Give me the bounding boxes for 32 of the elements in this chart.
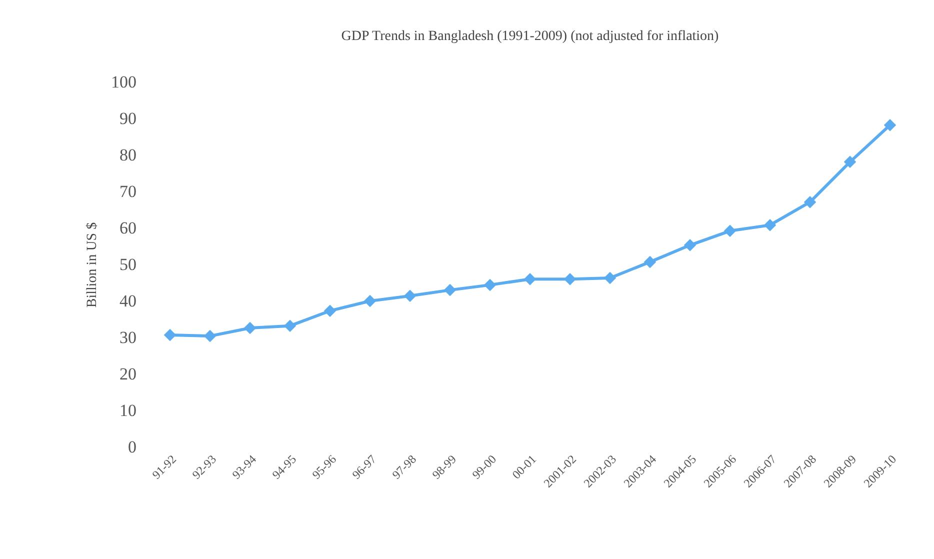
y-tick-label: 60 (120, 218, 136, 238)
y-tick-label: 40 (120, 292, 136, 310)
point (244, 322, 256, 334)
point (364, 294, 376, 308)
y-tick-label: 80 (120, 146, 136, 164)
y-tick-label: 100 (111, 72, 136, 92)
y-tick-label: 20 (120, 364, 136, 384)
y-axis-title: Billion in US $ (85, 222, 100, 308)
point (884, 118, 896, 132)
y-tick-label: 70 (120, 182, 136, 201)
chart-title: GDP Trends in Bangladesh (1991-2009) (not adjusted for inflation) (341, 29, 720, 44)
y-tick-label: 0 (128, 438, 136, 456)
point (484, 278, 496, 292)
point (564, 272, 576, 286)
point (804, 196, 816, 208)
point (604, 272, 616, 284)
y-tick-label: 30 (120, 328, 136, 347)
y-tick-label: 50 (120, 255, 136, 274)
point (644, 256, 656, 268)
point (684, 239, 696, 252)
point (284, 320, 296, 332)
point (444, 284, 456, 296)
point (204, 330, 216, 342)
point (164, 328, 176, 342)
y-tick-label: 10 (120, 401, 136, 420)
point (724, 224, 736, 238)
point (404, 290, 416, 302)
point (524, 272, 536, 286)
point (764, 218, 776, 232)
point (324, 304, 336, 317)
point (844, 156, 856, 168)
y-tick-label: 90 (120, 109, 136, 128)
